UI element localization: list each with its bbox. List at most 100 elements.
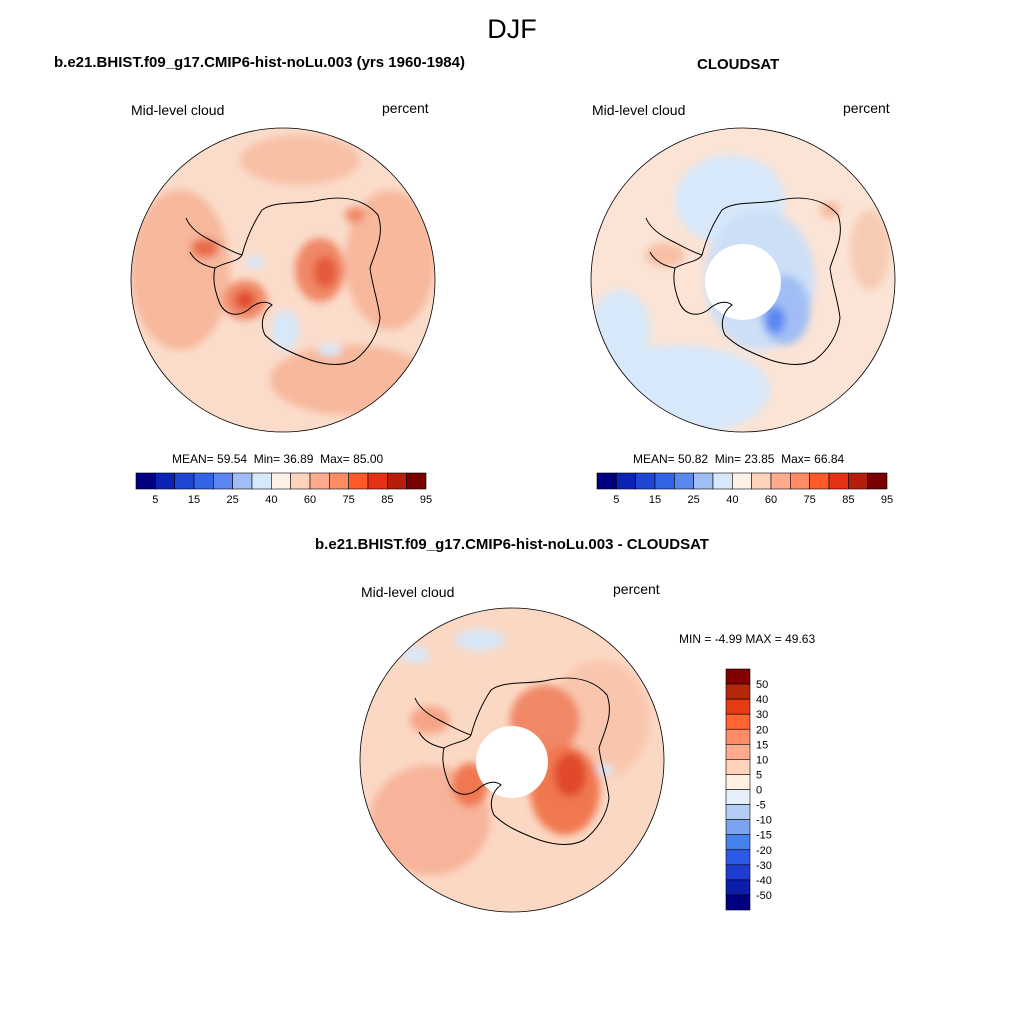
model-colorbar-swatch bbox=[155, 472, 175, 490]
obs-colorbar: 5 15 25 40 60 75 85 95 bbox=[596, 472, 893, 506]
diff-colorbar-label: 30 bbox=[756, 709, 768, 721]
diff-colorbar-swatch bbox=[725, 879, 751, 896]
obs-colorbar-label: 75 bbox=[804, 494, 816, 506]
obs-colorbar-swatch bbox=[616, 472, 636, 490]
diff-colorbar-label: -30 bbox=[756, 860, 772, 872]
model-colorbar-swatch bbox=[213, 472, 233, 490]
model-contour-ne-patch bbox=[345, 207, 365, 223]
obs-colorbar-swatch bbox=[635, 472, 656, 490]
model-max-label: Max= bbox=[320, 452, 350, 466]
model-map-border bbox=[130, 127, 436, 433]
diff-colorbar-swatch bbox=[725, 894, 751, 911]
model-colorbar-swatch bbox=[329, 472, 349, 490]
diff-colorbar-label: -5 bbox=[756, 800, 766, 812]
model-colorbar-swatch bbox=[387, 472, 407, 490]
diff-stats: MIN = -4.99 MAX = 49.63 bbox=[679, 632, 815, 646]
diff-contour-low-n bbox=[455, 630, 505, 650]
obs-peninsula-outline bbox=[645, 217, 703, 269]
diff-colorbar-swatch bbox=[725, 864, 751, 881]
model-contour-center-peak bbox=[313, 256, 337, 288]
model-contour-left-peak bbox=[235, 291, 255, 309]
model-contour-east bbox=[345, 190, 435, 330]
diff-min-value: -4.99 bbox=[714, 632, 743, 646]
diff-contour-east-peak bbox=[554, 753, 586, 797]
obs-colorbar-swatch bbox=[693, 472, 714, 490]
model-colorbar-swatch bbox=[309, 472, 330, 490]
model-colorbar: 5 15 25 40 60 75 85 95 bbox=[135, 472, 432, 506]
obs-colorbar-label: 85 bbox=[842, 494, 854, 506]
model-polar-map bbox=[130, 127, 436, 433]
obs-colorbar-swatch bbox=[809, 472, 830, 490]
obs-panel-title: CLOUDSAT bbox=[697, 56, 780, 73]
diff-variable-label: Mid-level cloud bbox=[361, 584, 455, 600]
diff-peninsula-outline bbox=[414, 697, 472, 749]
model-colorbar-swatch bbox=[232, 472, 253, 490]
diff-colorbar-swatch bbox=[725, 728, 751, 745]
model-stats: MEAN= 59.54 Min= 36.89 Max= 85.00 bbox=[172, 452, 383, 466]
obs-colorbar-swatch bbox=[867, 472, 888, 490]
model-units-label: percent bbox=[382, 100, 429, 116]
model-colorbar-label: 75 bbox=[343, 494, 355, 506]
diff-map-border bbox=[359, 607, 665, 913]
obs-colorbar-swatch bbox=[751, 472, 772, 490]
diff-colorbar-label: 40 bbox=[756, 694, 768, 706]
diff-colorbar-swatch bbox=[725, 834, 751, 851]
diff-contour-low-e bbox=[597, 764, 613, 776]
obs-contour-ne-patch bbox=[820, 202, 840, 218]
model-colorbar-swatch bbox=[135, 472, 156, 490]
diff-colorbar-label: 5 bbox=[756, 769, 762, 781]
model-contour-low-b bbox=[318, 344, 342, 356]
obs-polar-map bbox=[590, 127, 896, 433]
diff-colorbar-label: 20 bbox=[756, 724, 768, 736]
diff-colorbar-swatch bbox=[725, 774, 751, 790]
model-antarctica-outline bbox=[213, 197, 381, 365]
obs-stats: MEAN= 50.82 Min= 23.85 Max= 66.84 bbox=[633, 452, 844, 466]
obs-colorbar-swatch bbox=[596, 472, 617, 490]
model-colorbar-label: 95 bbox=[420, 494, 432, 506]
model-colorbar-label: 25 bbox=[227, 494, 239, 506]
obs-units-label: percent bbox=[843, 100, 890, 116]
diff-colorbar-label: -10 bbox=[756, 815, 772, 827]
model-contour-peninsula-high bbox=[191, 238, 219, 258]
obs-contour-min bbox=[765, 306, 785, 334]
diff-colorbar-swatch bbox=[725, 819, 751, 835]
diff-colorbar-swatch bbox=[725, 804, 751, 820]
obs-pole-hole bbox=[705, 244, 781, 320]
model-colorbar-label: 85 bbox=[381, 494, 393, 506]
model-mean-value: 59.54 bbox=[217, 452, 248, 466]
diff-polar-map bbox=[359, 607, 665, 913]
diff-colorbar-swatch bbox=[725, 683, 751, 700]
diff-colorbar-swatch bbox=[725, 849, 751, 866]
diff-colorbar-label: 0 bbox=[756, 785, 762, 797]
obs-contour-peninsula bbox=[645, 243, 685, 267]
diff-colorbar-swatch bbox=[725, 698, 751, 715]
model-colorbar-label: 40 bbox=[265, 494, 277, 506]
obs-max-value: 66.84 bbox=[814, 452, 845, 466]
model-colorbar-swatch bbox=[348, 472, 369, 490]
model-contour-low-a bbox=[271, 310, 299, 350]
obs-colorbar-swatch bbox=[828, 472, 849, 490]
model-colorbar-swatch bbox=[251, 472, 272, 490]
obs-colorbar-label: 60 bbox=[765, 494, 777, 506]
model-colorbar-swatch bbox=[406, 472, 427, 490]
diff-colorbar-label: 50 bbox=[756, 679, 768, 691]
diff-colorbar-label: -40 bbox=[756, 875, 772, 887]
obs-colorbar-swatch bbox=[770, 472, 791, 490]
model-colorbar-label: 15 bbox=[188, 494, 200, 506]
model-colorbar-swatch bbox=[290, 472, 311, 490]
diff-antarctica-outline bbox=[442, 677, 610, 845]
model-colorbar-swatch bbox=[174, 472, 195, 490]
obs-colorbar-swatch bbox=[712, 472, 733, 490]
diff-max-label: MAX = bbox=[745, 632, 782, 646]
model-contour-low-d bbox=[131, 410, 200, 430]
model-max-value: 85.00 bbox=[353, 452, 384, 466]
diff-colorbar-swatch bbox=[725, 789, 751, 805]
obs-antarctica-outline bbox=[673, 197, 841, 365]
obs-map-border bbox=[590, 127, 896, 433]
model-colorbar-label: 5 bbox=[152, 494, 158, 506]
figure-season-title: DJF bbox=[487, 14, 537, 44]
obs-colorbar-label: 40 bbox=[726, 494, 738, 506]
diff-colorbar-swatch bbox=[725, 759, 751, 775]
